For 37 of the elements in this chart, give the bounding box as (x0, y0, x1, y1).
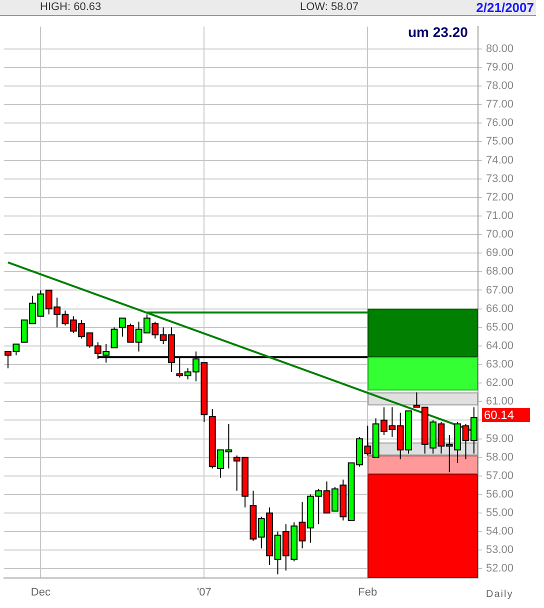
text: Daily (486, 589, 514, 600)
text: 60.14 (482, 408, 530, 422)
y-tick-label: 56.00 (486, 488, 514, 500)
y-tick-label: 52.00 (486, 562, 514, 575)
x-tick-label: '07 (197, 586, 212, 599)
y-tick-label: 80.00 (486, 42, 514, 55)
y-tick-label: 79.00 (486, 61, 514, 74)
y-tick-label: 72.00 (486, 191, 514, 204)
y-tick-label: 54.00 (486, 526, 514, 538)
y-tick-label: 55.00 (486, 507, 514, 520)
x-tick-label: Dec (30, 586, 51, 599)
y-tick-label: 62.00 (486, 377, 514, 390)
y-tick-label: 76.00 (486, 117, 514, 130)
y-tick-label: 66.00 (486, 302, 514, 315)
y-tick-label: 61.00 (486, 396, 514, 408)
annotation: um 23.20 (408, 24, 468, 40)
y-tick-label: 75.00 (486, 136, 514, 148)
y-tick-label: 71.00 (486, 210, 514, 222)
y-tick-label: 69.00 (486, 247, 514, 260)
text: HIGH: 60.63 (40, 1, 102, 13)
y-tick-label: 58.00 (486, 451, 514, 464)
text: LOW: 58.07 (300, 1, 358, 13)
y-tick-label: 73.00 (486, 172, 514, 185)
text: 2/21/2007 (476, 0, 534, 15)
y-tick-label: 57.00 (486, 470, 514, 482)
y-tick-label: 64.00 (486, 340, 514, 352)
x-tick-label: Feb (358, 586, 378, 599)
y-tick-label: 65.00 (486, 321, 514, 334)
y-tick-label: 78.00 (486, 80, 514, 92)
y-tick-label: 63.00 (486, 358, 514, 371)
y-tick-label: 77.00 (486, 98, 514, 111)
y-tick-label: 74.00 (486, 154, 514, 166)
y-tick-label: 59.00 (486, 432, 514, 445)
y-tick-label: 70.00 (486, 228, 514, 241)
y-tick-label: 67.00 (486, 284, 514, 296)
y-tick-label: 53.00 (486, 544, 514, 556)
y-tick-label: 68.00 (486, 266, 514, 278)
